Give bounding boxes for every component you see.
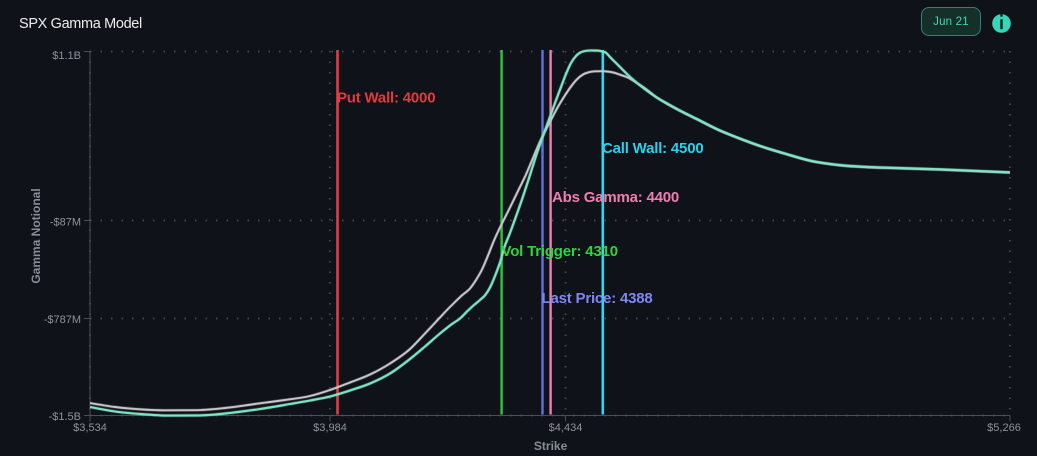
svg-text:Strike: Strike (534, 439, 568, 453)
svg-text:$4,434: $4,434 (549, 422, 583, 434)
svg-text:$5,266: $5,266 (987, 422, 1021, 434)
svg-text:$3,534: $3,534 (73, 422, 107, 434)
svg-text:-$1.5B: -$1.5B (49, 411, 81, 423)
svg-text:Abs Gamma: 4400: Abs Gamma: 4400 (552, 189, 679, 206)
svg-text:Vol Trigger: 4310: Vol Trigger: 4310 (502, 243, 618, 260)
svg-text:Put Wall: 4000: Put Wall: 4000 (337, 90, 435, 107)
svg-text:Gamma Notional: Gamma Notional (29, 188, 43, 283)
svg-text:-$787M: -$787M (44, 314, 81, 326)
svg-text:$3,984: $3,984 (313, 422, 347, 434)
svg-text:$1.1B: $1.1B (52, 50, 81, 62)
svg-text:Last Price: 4388: Last Price: 4388 (542, 290, 653, 307)
svg-text:Call Wall: 4500: Call Wall: 4500 (602, 140, 704, 157)
svg-text:-$87M: -$87M (50, 216, 81, 228)
